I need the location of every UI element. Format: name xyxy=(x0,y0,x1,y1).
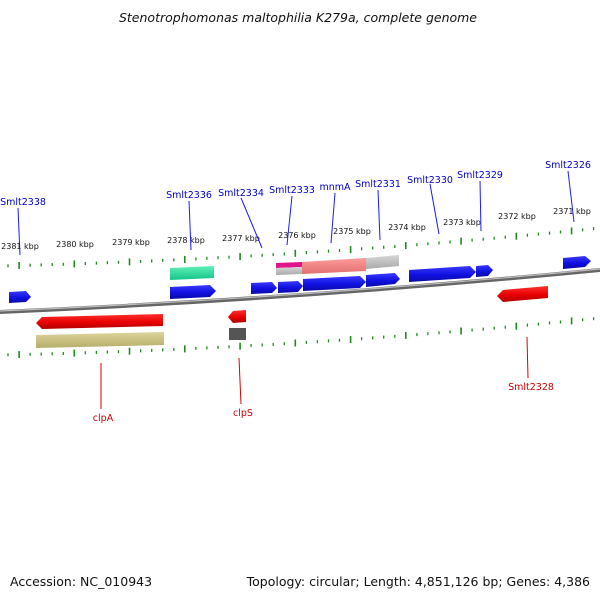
pink-feature xyxy=(302,258,366,274)
forward-gene xyxy=(170,285,216,299)
forward-gene xyxy=(251,282,277,294)
gene-label-smlt2329: Smlt2329 xyxy=(457,170,503,181)
tick-label-2376: 2376 kbp xyxy=(278,231,316,240)
reverse-genes xyxy=(36,286,548,329)
forward-genes xyxy=(9,256,591,303)
topology-summary: Topology: circular; Length: 4,851,126 bp… xyxy=(246,574,590,589)
gene-label-smlt2334: Smlt2334 xyxy=(218,188,264,199)
forward-gene-labels: Smlt2338 Smlt2336 Smlt2334 Smlt2333 mnmA… xyxy=(0,160,591,256)
magenta-feature xyxy=(276,262,302,268)
gene-label-smlt2338: Smlt2338 xyxy=(0,197,46,208)
forward-gene xyxy=(303,276,366,291)
genome-backbone-highlight xyxy=(0,268,600,312)
lower-tick-row xyxy=(7,317,595,359)
grey-feature-b xyxy=(366,255,399,269)
scale-labels: 2381 kbp 2380 kbp 2379 kbp 2378 kbp 2377… xyxy=(1,207,591,251)
gene-label-smlt2333: Smlt2333 xyxy=(269,185,315,196)
olive-feature xyxy=(36,332,164,348)
reverse-gene-labels: clpA clpS Smlt2328 xyxy=(93,336,554,424)
gene-label-clpA: clpA xyxy=(93,413,114,424)
feature-track-upper xyxy=(170,255,399,280)
grey-feature-a xyxy=(276,267,302,275)
gene-label-smlt2331: Smlt2331 xyxy=(355,179,401,190)
forward-gene xyxy=(9,291,31,303)
tick-label-2380: 2380 kbp xyxy=(56,240,94,249)
map-title: Stenotrophomonas maltophilia K279a, comp… xyxy=(119,10,477,25)
upper-tick-row xyxy=(7,227,595,269)
tick-label-2374: 2374 kbp xyxy=(388,223,426,232)
forward-gene xyxy=(409,266,476,282)
dark-grey-feature xyxy=(229,328,246,340)
gene-label-clpS: clpS xyxy=(233,408,253,419)
gene-label-mnmA: mnmA xyxy=(319,182,351,193)
accession-text: Accession: NC_010943 xyxy=(10,574,152,589)
forward-gene xyxy=(476,265,493,277)
tick-label-2377: 2377 kbp xyxy=(222,234,260,243)
forward-gene xyxy=(366,273,400,287)
cyan-feature xyxy=(170,266,214,280)
reverse-gene xyxy=(36,314,163,329)
tick-label-2371: 2371 kbp xyxy=(553,207,591,216)
gene-label-smlt2336: Smlt2336 xyxy=(166,190,212,201)
tick-label-2373: 2373 kbp xyxy=(443,218,481,227)
reverse-gene xyxy=(228,310,246,323)
forward-gene xyxy=(278,281,303,293)
reverse-gene xyxy=(497,286,548,302)
tick-label-2372: 2372 kbp xyxy=(498,212,536,221)
gene-label-smlt2328: Smlt2328 xyxy=(508,382,554,393)
gene-label-smlt2326: Smlt2326 xyxy=(545,160,591,171)
tick-label-2375: 2375 kbp xyxy=(333,227,371,236)
tick-label-2378: 2378 kbp xyxy=(167,236,205,245)
feature-track-lower xyxy=(36,328,246,348)
genome-backbone xyxy=(0,268,600,314)
gene-label-smlt2330: Smlt2330 xyxy=(407,175,453,186)
forward-gene xyxy=(563,256,591,269)
tick-label-2379: 2379 kbp xyxy=(112,238,150,247)
